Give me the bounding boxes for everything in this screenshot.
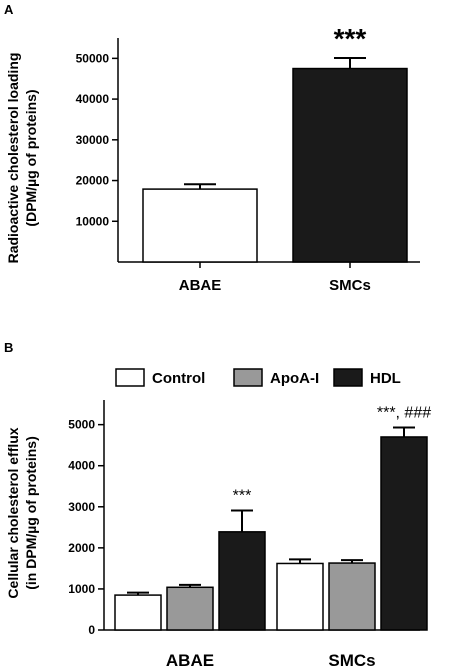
panel-b-y-tick-label: 5000 — [68, 418, 95, 432]
panel-b-y-tick-label: 1000 — [68, 582, 95, 596]
legend-swatch-control — [115, 368, 145, 387]
panel-a-y-tick-label: 10000 — [76, 214, 110, 228]
panel-a-ylabel-line1: Radioactive cholesterol loading — [5, 53, 21, 264]
panel-a: A Radioactive cholesterol loading (DPM/µ… — [4, 2, 420, 294]
panel-a-y-tick-label: 30000 — [76, 133, 110, 147]
bar-abae-apoa-i — [166, 586, 214, 631]
panel-b-ylabel-line2: (in DPM/µg of proteins) — [23, 436, 39, 590]
panel-b-y-tick-label: 0 — [88, 623, 95, 637]
bar-abae — [142, 188, 258, 263]
panel-a-y-tick-label: 40000 — [76, 92, 110, 106]
significance-annotation: ***, ### — [377, 405, 431, 422]
bar-smcs — [292, 67, 408, 263]
panel-b-x-tick-label: ABAE — [166, 651, 214, 670]
legend-label-control: Control — [152, 370, 205, 387]
panel-a-x-tick-label: SMCs — [329, 277, 371, 294]
bar-abae-hdl — [218, 531, 266, 631]
legend-swatch-apoa-i — [233, 368, 263, 387]
panel-a-y-tick-label: 20000 — [76, 174, 110, 188]
panel-b-y-tick-label: 2000 — [68, 541, 95, 555]
legend-label-apoa-i: ApoA-I — [270, 370, 319, 387]
panel-b-ylabel-line1: Cellular cholesterol efflux — [5, 427, 21, 598]
panel-b-label: B — [4, 340, 13, 355]
panel-a-label: A — [4, 2, 14, 17]
significance-annotation: *** — [233, 487, 252, 504]
panel-b: B Control ApoA-I HDL Cellular cholesterol … — [4, 340, 431, 670]
legend-label-hdl: HDL — [370, 370, 401, 387]
bar-smcs-hdl — [380, 436, 428, 631]
legend: Control ApoA-I HDL — [115, 368, 401, 387]
panel-a-x-tick-label: ABAE — [179, 277, 222, 294]
panel-b-x-tick-label: SMCs — [328, 651, 375, 670]
significance-annotation: *** — [334, 23, 367, 54]
bar-abae-control — [114, 594, 162, 631]
legend-swatch-hdl — [333, 368, 363, 387]
panel-b-y-tick-label: 3000 — [68, 500, 95, 514]
panel-a-y-tick-label: 50000 — [76, 51, 110, 65]
panel-b-y-tick-label: 4000 — [68, 459, 95, 473]
bar-smcs-apoa-i — [328, 562, 376, 631]
panel-a-ylabel-line2: (DPM/µg of proteins) — [23, 89, 39, 226]
bar-smcs-control — [276, 562, 324, 631]
